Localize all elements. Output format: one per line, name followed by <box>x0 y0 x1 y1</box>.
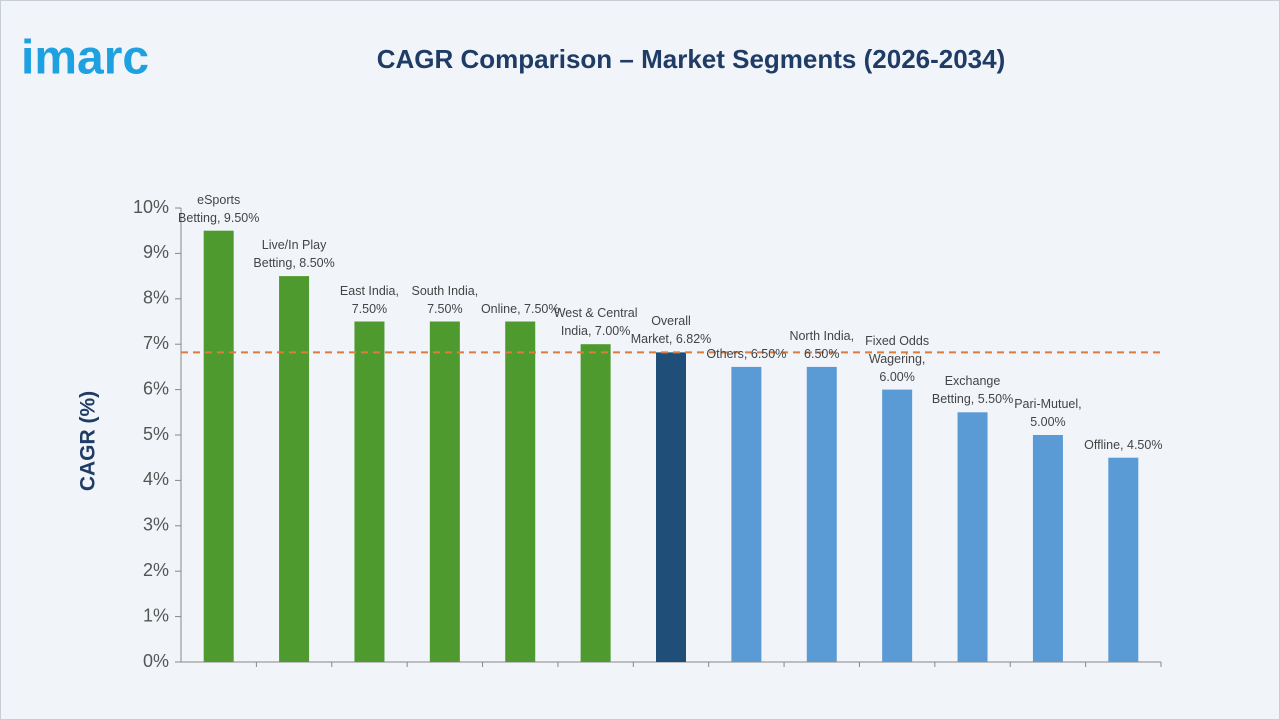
bar <box>203 230 234 662</box>
bar <box>957 412 988 662</box>
data-label: Online, 7.50% <box>480 301 560 316</box>
data-label: Live/In Play Betting, 8.50% <box>253 238 335 271</box>
bar <box>1108 457 1139 662</box>
y-tick-label: 2% <box>143 560 169 580</box>
y-tick-label: 4% <box>143 469 169 489</box>
y-tick-label: 6% <box>143 378 169 398</box>
data-label: Fixed Odds Wagering, 6.00% <box>865 333 930 384</box>
data-label: Pari-Mutuel, 5.00% <box>1014 397 1082 429</box>
bar <box>882 389 913 662</box>
bar <box>429 321 460 662</box>
y-tick-label: 0% <box>143 651 169 671</box>
bar <box>279 276 310 662</box>
y-tick-label: 1% <box>143 605 169 625</box>
data-label: eSports Betting, 9.50% <box>178 192 260 225</box>
data-label: Exchange Betting, 5.50% <box>931 374 1014 407</box>
data-label: Offline, 4.50% <box>1084 437 1163 452</box>
y-tick-label: 9% <box>143 242 169 262</box>
y-tick-label: 3% <box>143 515 169 535</box>
y-axis-label: CAGR (%) <box>77 391 100 491</box>
logo: imarc <box>21 32 149 85</box>
y-tick-label: 7% <box>143 333 169 353</box>
bar <box>731 366 762 662</box>
bar <box>1032 435 1063 662</box>
data-label: Others, 6.50% <box>706 346 787 361</box>
bar <box>505 321 536 662</box>
y-tick-label: 10% <box>133 197 169 217</box>
bar <box>656 352 686 662</box>
data-label: South India, 7.50% <box>411 283 479 316</box>
bar <box>354 321 385 662</box>
data-label: West & Central India, 7.00% <box>553 306 638 339</box>
bar <box>806 366 837 662</box>
data-label: Overall Market, 6.82% <box>630 314 712 347</box>
y-tick-label: 5% <box>143 424 169 444</box>
bar <box>580 344 611 662</box>
data-label: North India, 6.50% <box>789 328 855 361</box>
y-tick-label: 8% <box>143 288 169 308</box>
chart-title: CAGR Comparison – Market Segments (2026-… <box>377 44 1006 74</box>
data-label: East India, 7.50% <box>339 283 399 316</box>
